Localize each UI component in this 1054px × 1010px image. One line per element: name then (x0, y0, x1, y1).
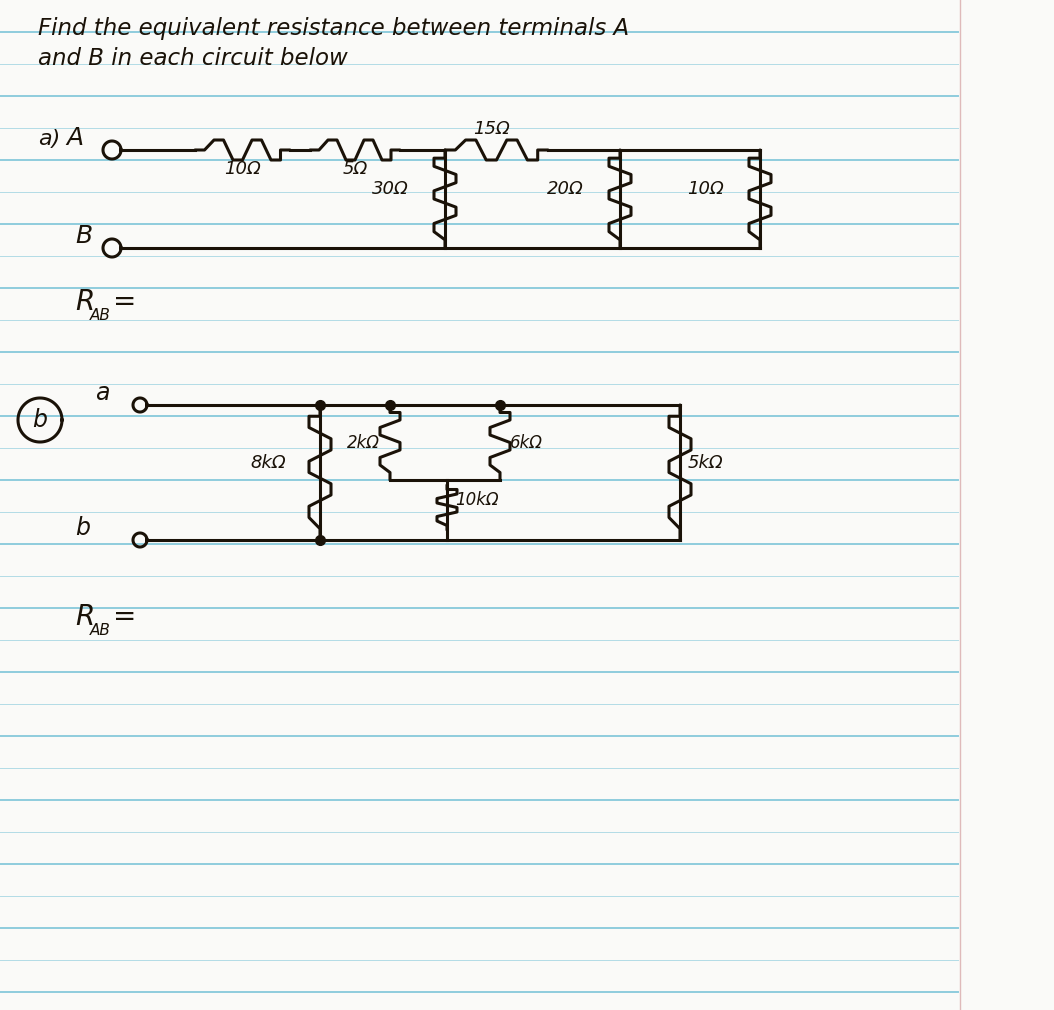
Text: R: R (75, 603, 94, 631)
Text: 10kΩ: 10kΩ (455, 491, 499, 509)
Text: =: = (113, 603, 136, 631)
Text: and B in each circuit below: and B in each circuit below (38, 47, 348, 70)
Text: 5kΩ: 5kΩ (688, 453, 724, 472)
Text: 10Ω: 10Ω (225, 160, 261, 178)
Text: Find the equivalent resistance between terminals A: Find the equivalent resistance between t… (38, 17, 629, 40)
Text: R: R (75, 288, 94, 316)
Text: 30Ω: 30Ω (372, 180, 408, 198)
Text: 15Ω: 15Ω (473, 120, 510, 138)
Text: AB: AB (90, 623, 111, 638)
Text: A: A (66, 126, 83, 150)
Text: =: = (113, 288, 136, 316)
Text: 2kΩ: 2kΩ (347, 433, 380, 451)
Text: 8kΩ: 8kΩ (250, 453, 286, 472)
Text: B: B (75, 224, 92, 248)
Text: 10Ω: 10Ω (686, 180, 723, 198)
Text: 5Ω: 5Ω (343, 160, 368, 178)
Text: AB: AB (90, 308, 111, 323)
Text: b: b (32, 408, 47, 432)
Text: 20Ω: 20Ω (547, 180, 583, 198)
Text: a): a) (38, 129, 60, 149)
Text: 6kΩ: 6kΩ (510, 433, 543, 451)
Text: a: a (95, 381, 110, 405)
Text: b: b (75, 516, 90, 540)
